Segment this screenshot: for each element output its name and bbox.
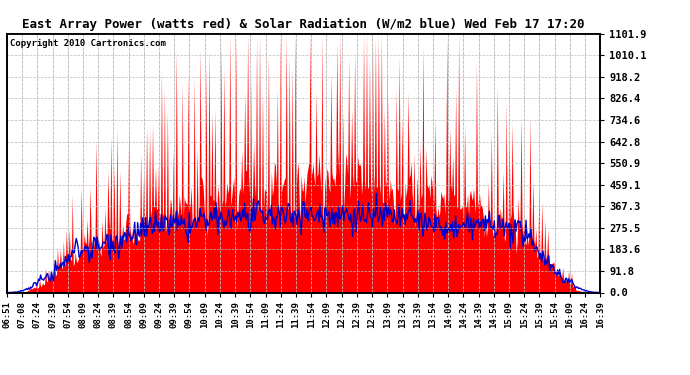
Title: East Array Power (watts red) & Solar Radiation (W/m2 blue) Wed Feb 17 17:20: East Array Power (watts red) & Solar Rad…: [22, 18, 585, 31]
Text: Copyright 2010 Cartronics.com: Copyright 2010 Cartronics.com: [10, 39, 166, 48]
